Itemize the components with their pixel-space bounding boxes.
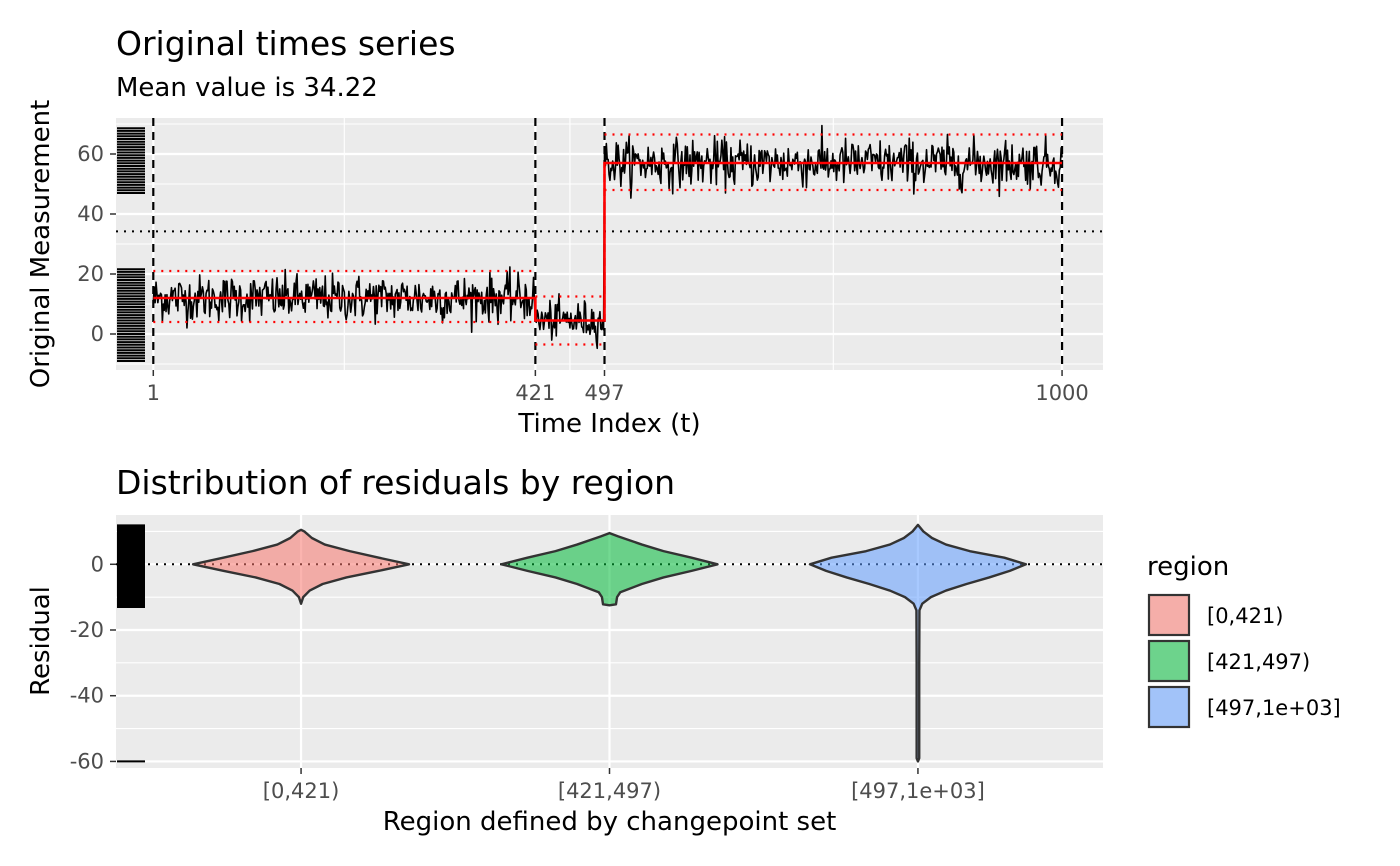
panel1-y-tick-label: 0 <box>91 322 104 346</box>
panel1-x-tick-label: 1000 <box>1035 381 1088 405</box>
violin-[421,497) <box>500 531 719 607</box>
violin-[497,1e+03] <box>808 523 1028 763</box>
panel1-y-axis-title: Original Measurement <box>26 100 56 389</box>
legend-title: region <box>1147 552 1229 582</box>
panel1-x-axis-title: Time Index (t) <box>517 409 700 439</box>
violin-[0,421) <box>191 528 411 605</box>
panel2-x-axis-title: Region defined by changepoint set <box>383 807 837 837</box>
panel1-subtitle: Mean value is 34.22 <box>116 73 378 103</box>
legend-label: [0,421) <box>1207 604 1284 628</box>
panel1-marks <box>116 118 1103 370</box>
legend-key-[497,1e+03] <box>1147 685 1191 729</box>
legend-items: [0,421) [421,497) [497,1e+03] <box>1147 593 1341 729</box>
panel2-x-tick-label: [421,497) <box>558 779 661 803</box>
legend-label: [421,497) <box>1207 650 1310 674</box>
panel1-y-tick-label: 20 <box>77 262 104 286</box>
legend-key-[0,421) <box>1147 593 1191 637</box>
panel2-x-tick-label: [497,1e+03] <box>851 779 985 803</box>
panel1-ticks: 0 20 40 60 1 421 497 1000 <box>77 142 1089 405</box>
panel1-y-tick-label: 40 <box>77 202 104 226</box>
panel2-y-tick-label: -40 <box>70 684 104 708</box>
panel1-series-line <box>152 124 1063 350</box>
panel2-y-tick-label: 0 <box>91 552 104 576</box>
panel1-y-tick-label: 60 <box>77 142 104 166</box>
panel2-ticks: 0 -20 -40 -60 [0,421) [421,497) [497,1e+03] <box>70 552 985 803</box>
panel2-marks <box>116 523 1103 763</box>
panel2-x-tick-label: [0,421) <box>263 779 340 803</box>
legend: region [0,421) [421,497) [497,1e+03] <box>1147 552 1341 729</box>
panel1-x-tick-label: 497 <box>584 381 624 405</box>
legend-label: [497,1e+03] <box>1207 696 1341 720</box>
panel-timeseries: Original times series Mean value is 34.2… <box>26 24 1103 439</box>
panel-violin: Distribution of residuals by region 0 -20… <box>26 463 1103 837</box>
legend-key-[421,497) <box>1147 639 1191 683</box>
panel1-x-tick-label: 421 <box>515 381 555 405</box>
panel2-y-axis-title: Residual <box>26 586 56 696</box>
panel2-y-tick-label: -60 <box>70 749 104 773</box>
panel2-title: Distribution of residuals by region <box>116 463 675 502</box>
panel2-y-tick-label: -20 <box>70 618 104 642</box>
panel1-segment-mean-line <box>153 161 1063 322</box>
panel1-title: Original times series <box>116 24 456 63</box>
panel1-x-tick-label: 1 <box>147 381 160 405</box>
